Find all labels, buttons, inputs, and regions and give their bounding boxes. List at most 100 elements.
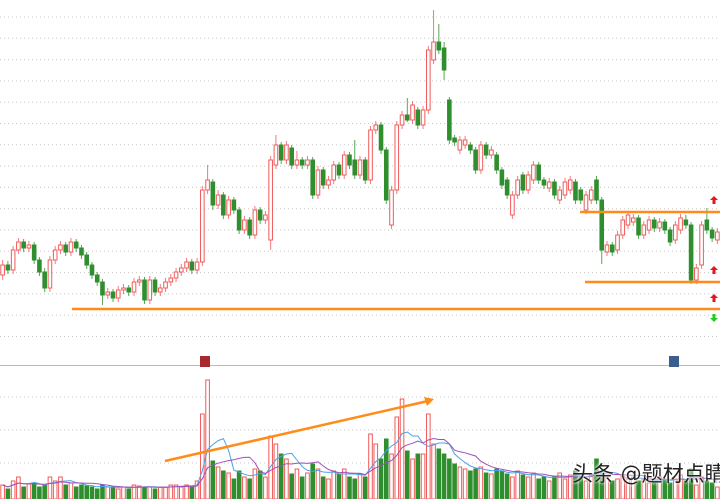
- candle[interactable]: [294, 151, 300, 169]
- candle[interactable]: [515, 176, 520, 199]
- candle[interactable]: [573, 179, 578, 204]
- candle[interactable]: [546, 178, 552, 192]
- candle[interactable]: [31, 242, 37, 264]
- candle[interactable]: [373, 121, 379, 134]
- candle[interactable]: [68, 238, 74, 256]
- candle[interactable]: [100, 279, 105, 305]
- candle[interactable]: [352, 140, 358, 179]
- candle[interactable]: [289, 145, 294, 169]
- candle[interactable]: [588, 186, 594, 204]
- candle[interactable]: [42, 268, 47, 292]
- candle[interactable]: [73, 239, 79, 252]
- candle[interactable]: [594, 176, 599, 204]
- candle[interactable]: [436, 24, 442, 54]
- candle[interactable]: [63, 242, 68, 256]
- candle[interactable]: [252, 206, 258, 239]
- candle[interactable]: [541, 177, 547, 189]
- candle[interactable]: [142, 277, 147, 304]
- candle[interactable]: [21, 239, 26, 252]
- candle[interactable]: [10, 246, 16, 274]
- candle[interactable]: [79, 245, 84, 259]
- candle[interactable]: [494, 152, 499, 174]
- candle[interactable]: [0, 260, 5, 280]
- candle[interactable]: [483, 142, 489, 159]
- candle[interactable]: [662, 219, 668, 234]
- candle[interactable]: [326, 176, 331, 189]
- candle[interactable]: [604, 241, 610, 256]
- candle[interactable]: [163, 278, 168, 292]
- candle[interactable]: [583, 191, 589, 214]
- candle[interactable]: [84, 252, 90, 269]
- candle[interactable]: [268, 156, 273, 250]
- candle[interactable]: [420, 106, 426, 129]
- candle[interactable]: [157, 284, 163, 296]
- candle[interactable]: [447, 97, 452, 144]
- candle[interactable]: [115, 286, 121, 302]
- candle[interactable]: [357, 156, 363, 179]
- candle[interactable]: [394, 121, 400, 194]
- candle[interactable]: [126, 285, 132, 296]
- candle[interactable]: [37, 257, 42, 276]
- candle[interactable]: [136, 276, 142, 286]
- candle[interactable]: [94, 272, 100, 286]
- candle[interactable]: [247, 217, 252, 239]
- candle[interactable]: [215, 190, 221, 209]
- candle[interactable]: [715, 228, 720, 244]
- candle[interactable]: [652, 217, 657, 232]
- candle[interactable]: [531, 161, 536, 184]
- candle[interactable]: [562, 178, 568, 199]
- candle[interactable]: [362, 157, 368, 184]
- candle[interactable]: [368, 126, 373, 184]
- candle[interactable]: [105, 288, 111, 299]
- candle[interactable]: [431, 10, 436, 64]
- candle[interactable]: [131, 278, 137, 296]
- candle[interactable]: [404, 98, 410, 122]
- candle[interactable]: [121, 284, 126, 294]
- candle[interactable]: [578, 187, 584, 204]
- candle[interactable]: [347, 152, 352, 169]
- candle[interactable]: [236, 207, 242, 234]
- candle[interactable]: [667, 227, 673, 246]
- candle[interactable]: [625, 211, 631, 229]
- candle[interactable]: [615, 231, 620, 254]
- candle[interactable]: [320, 167, 326, 189]
- candle[interactable]: [457, 136, 463, 154]
- candle[interactable]: [226, 196, 231, 219]
- candle[interactable]: [504, 177, 510, 199]
- candle[interactable]: [636, 215, 641, 239]
- candle[interactable]: [609, 242, 615, 256]
- candle[interactable]: [552, 179, 557, 199]
- candle[interactable]: [699, 221, 704, 269]
- candle[interactable]: [378, 122, 384, 154]
- candle[interactable]: [184, 258, 189, 272]
- candle[interactable]: [173, 268, 179, 282]
- candle[interactable]: [694, 264, 699, 284]
- candle[interactable]: [520, 172, 526, 194]
- candle[interactable]: [179, 264, 184, 276]
- candle[interactable]: [646, 216, 652, 234]
- candle[interactable]: [557, 186, 563, 204]
- volume-trend-line[interactable]: [164, 399, 429, 463]
- candle[interactable]: [200, 186, 205, 266]
- candle[interactable]: [257, 207, 263, 224]
- candle[interactable]: [630, 214, 636, 226]
- candle[interactable]: [709, 227, 715, 242]
- candle[interactable]: [341, 151, 347, 179]
- candle[interactable]: [5, 261, 11, 274]
- candle[interactable]: [499, 167, 505, 189]
- candle[interactable]: [410, 101, 415, 124]
- candle[interactable]: [52, 246, 58, 264]
- candle[interactable]: [310, 157, 316, 199]
- candle[interactable]: [110, 289, 116, 302]
- candle[interactable]: [620, 216, 626, 239]
- candle[interactable]: [389, 186, 394, 229]
- limit-up-marker[interactable]: [200, 356, 210, 367]
- candle[interactable]: [688, 222, 694, 284]
- candle[interactable]: [489, 146, 494, 159]
- report-marker[interactable]: [669, 356, 679, 367]
- candle[interactable]: [678, 214, 683, 234]
- candle[interactable]: [58, 241, 63, 254]
- candle[interactable]: [299, 157, 305, 169]
- candle[interactable]: [152, 277, 158, 296]
- candle[interactable]: [599, 197, 605, 264]
